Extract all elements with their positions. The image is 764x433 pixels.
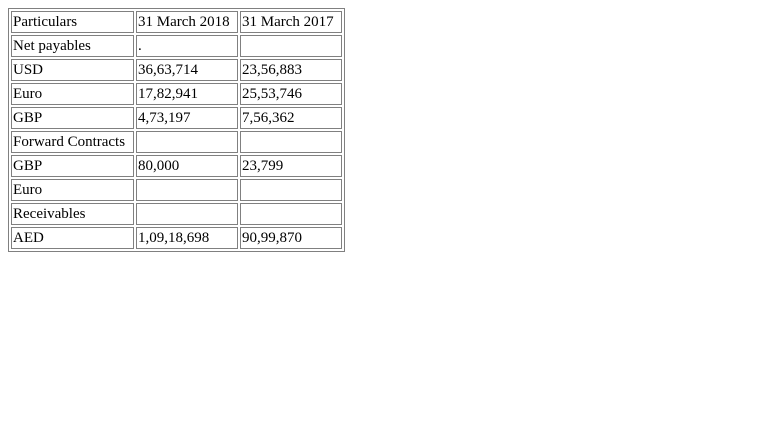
header-31-march-2018: 31 March 2018 [136, 11, 238, 33]
cell-2017: 90,99,870 [240, 227, 342, 249]
table-row: Euro 17,82,941 25,53,746 [11, 83, 342, 105]
cell-2018 [136, 179, 238, 201]
row-label: GBP [11, 107, 134, 129]
table-row: GBP 4,73,197 7,56,362 [11, 107, 342, 129]
header-particulars: Particulars [11, 11, 134, 33]
cell-2017: 7,56,362 [240, 107, 342, 129]
table-header-row: Particulars 31 March 2018 31 March 2017 [11, 11, 342, 33]
cell-2017 [240, 35, 342, 57]
row-label: Euro [11, 83, 134, 105]
cell-2017 [240, 203, 342, 225]
table-row: Net payables . [11, 35, 342, 57]
row-label: Forward Contracts [11, 131, 134, 153]
table-row: AED 1,09,18,698 90,99,870 [11, 227, 342, 249]
row-label: USD [11, 59, 134, 81]
row-label: Net payables [11, 35, 134, 57]
cell-2017: 23,56,883 [240, 59, 342, 81]
cell-2018: . [136, 35, 238, 57]
cell-2018: 80,000 [136, 155, 238, 177]
header-31-march-2017: 31 March 2017 [240, 11, 342, 33]
cell-2017: 23,799 [240, 155, 342, 177]
row-label: AED [11, 227, 134, 249]
table-row: USD 36,63,714 23,56,883 [11, 59, 342, 81]
cell-2018: 36,63,714 [136, 59, 238, 81]
foreign-currency-exposure-table: Particulars 31 March 2018 31 March 2017 … [8, 8, 345, 252]
table-row: Euro [11, 179, 342, 201]
cell-2017 [240, 179, 342, 201]
cell-2017 [240, 131, 342, 153]
cell-2018 [136, 203, 238, 225]
row-label: GBP [11, 155, 134, 177]
cell-2017: 25,53,746 [240, 83, 342, 105]
cell-2018 [136, 131, 238, 153]
row-label: Euro [11, 179, 134, 201]
table-row: GBP 80,000 23,799 [11, 155, 342, 177]
row-label: Receivables [11, 203, 134, 225]
cell-2018: 17,82,941 [136, 83, 238, 105]
table-row: Receivables [11, 203, 342, 225]
table-row: Forward Contracts [11, 131, 342, 153]
cell-2018: 1,09,18,698 [136, 227, 238, 249]
cell-2018: 4,73,197 [136, 107, 238, 129]
